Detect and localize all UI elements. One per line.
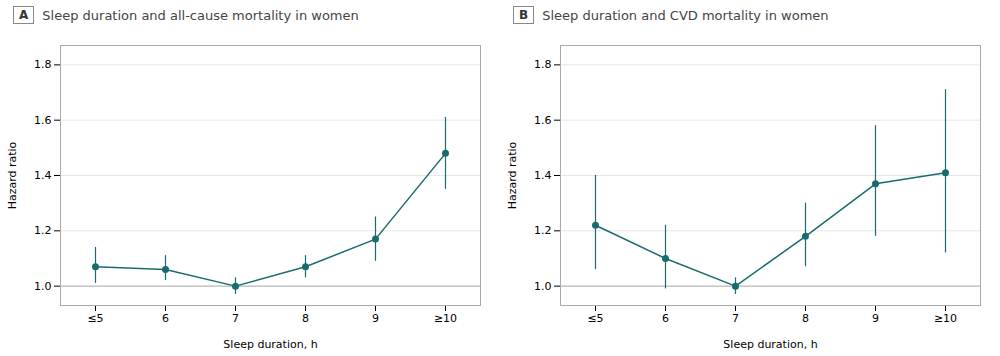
svg-text:1.8: 1.8 <box>34 58 52 71</box>
svg-text:Hazard ratio: Hazard ratio <box>6 141 19 209</box>
svg-text:≥10: ≥10 <box>434 312 457 325</box>
svg-text:1.0: 1.0 <box>534 280 552 293</box>
svg-text:1.4: 1.4 <box>534 169 552 182</box>
svg-text:9: 9 <box>372 312 379 325</box>
svg-text:8: 8 <box>302 312 309 325</box>
svg-text:1.8: 1.8 <box>534 58 552 71</box>
svg-text:9: 9 <box>872 312 879 325</box>
svg-text:≤5: ≤5 <box>587 312 603 325</box>
svg-text:8: 8 <box>802 312 809 325</box>
svg-text:6: 6 <box>662 312 669 325</box>
html-text:Sleep duration and CVD mortali: Sleep duration and CVD mortality in wome… <box>542 7 829 23</box>
svg-text:Hazard ratio: Hazard ratio <box>506 141 519 209</box>
svg-text:1.6: 1.6 <box>534 114 552 127</box>
svg-text:≤5: ≤5 <box>87 312 103 325</box>
svg-text:1.6: 1.6 <box>34 114 52 127</box>
svg-text:1.4: 1.4 <box>34 169 52 182</box>
svg-text:7: 7 <box>232 312 239 325</box>
svg-text:1.2: 1.2 <box>34 224 52 237</box>
svg-text:1.2: 1.2 <box>534 224 552 237</box>
html-text:A: A <box>19 8 29 22</box>
svg-text:6: 6 <box>162 312 169 325</box>
html-text:Sleep duration and all-cause m: Sleep duration and all-cause mortality i… <box>42 7 359 23</box>
html-text:B: B <box>519 8 529 22</box>
svg-text:Sleep duration, h: Sleep duration, h <box>723 338 817 351</box>
svg-text:1.0: 1.0 <box>34 280 52 293</box>
svg-text:≥10: ≥10 <box>934 312 957 325</box>
svg-text:Sleep duration, h: Sleep duration, h <box>223 338 317 351</box>
svg-text:7: 7 <box>732 312 739 325</box>
